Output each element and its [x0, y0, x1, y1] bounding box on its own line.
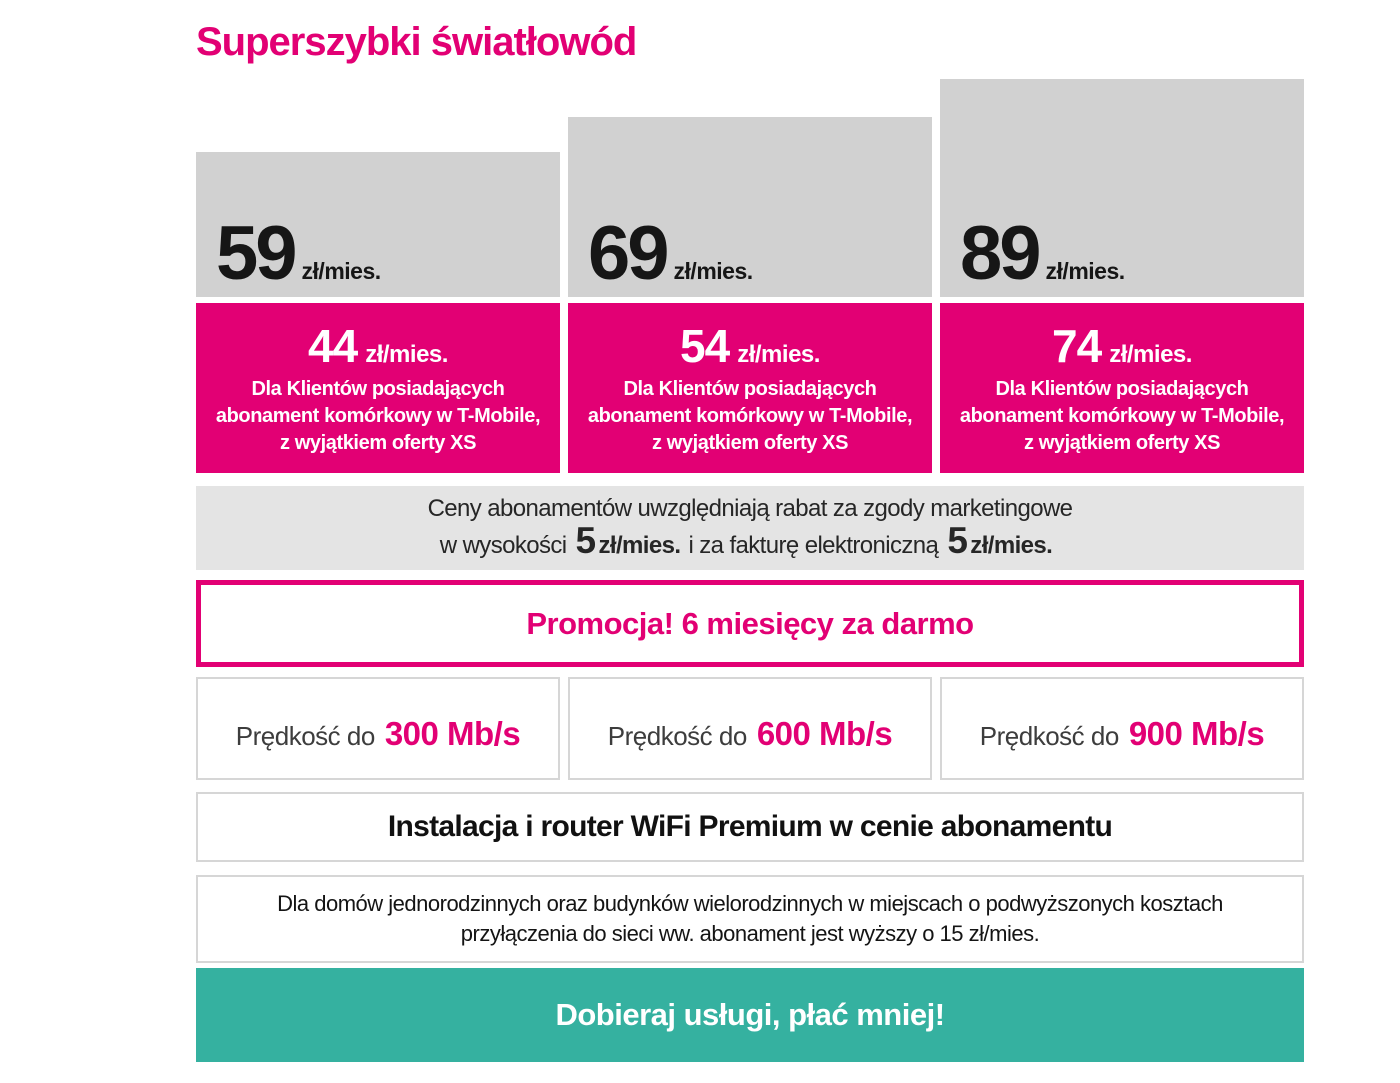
page-title: Superszybki światłowód: [196, 20, 637, 64]
bundle-cta-text: Dobieraj usługi, płać mniej!: [555, 997, 945, 1032]
promo-price-row: 44 zł/mies. Dla Klientów posiadających a…: [196, 303, 1304, 473]
plan-3-promo-price-card: 74 zł/mies. Dla Klientów posiadających a…: [940, 303, 1304, 473]
plan-1-promo-price-card: 44 zł/mies. Dla Klientów posiadających a…: [196, 303, 560, 473]
plan-3-standard-price: 89 zł/mies.: [960, 211, 1126, 296]
promo-banner-text: Promocja! 6 miesięcy za darmo: [526, 605, 974, 641]
plan-3-speed-box: Prędkość do 900 Mb/s: [940, 677, 1304, 780]
plan-1-speed-box: Prędkość do 300 Mb/s: [196, 677, 560, 780]
promo-banner: Promocja! 6 miesięcy za darmo: [196, 580, 1304, 667]
surcharge-note-box: Dla domów jednorodzinnych oraz budynków …: [196, 875, 1304, 963]
plan-2-conditions-line3: z wyjątkiem oferty XS: [651, 432, 849, 454]
plan-2-promo-price-card: 54 zł/mies. Dla Klientów posiadających a…: [568, 303, 932, 473]
speed-row: Prędkość do 300 Mb/s Prędkość do 600 Mb/…: [196, 677, 1304, 780]
plan-2-speed-label: Prędkość do: [607, 721, 748, 751]
plan-2-promo-price-unit: zł/mies.: [737, 341, 820, 368]
plan-3-conditions-line2: abonament komórkowy w T-Mobile,: [959, 405, 1285, 427]
plan-3-promo-conditions: Dla Klientów posiadających abonament kom…: [940, 376, 1304, 457]
discount-info-line2: w wysokości 5 zł/mies. i za fakturę elektro…: [439, 522, 1060, 563]
plan-2-conditions-line1: Dla Klientów posiadających: [623, 378, 877, 400]
plan-3-promo-price: 74 zł/mies.: [1052, 323, 1192, 369]
plan-1-standard-price-unit: zł/mies.: [301, 258, 382, 284]
plan-1-speed-label: Prędkość do: [235, 721, 376, 751]
plan-2-standard-price-unit: zł/mies.: [673, 258, 754, 284]
plan-1-standard-price-card: 59 zł/mies.: [196, 152, 560, 297]
bundle-cta-banner[interactable]: Dobieraj usługi, płać mniej!: [196, 968, 1304, 1062]
plan-2-standard-price-value: 69: [588, 211, 670, 296]
plan-3-promo-price-value: 74: [1052, 320, 1102, 372]
plan-1-standard-price: 59 zł/mies.: [216, 211, 382, 296]
plan-1-conditions-line2: abonament komórkowy w T-Mobile,: [215, 405, 541, 427]
plan-2-promo-conditions: Dla Klientów posiadających abonament kom…: [568, 376, 932, 457]
plan-3-speed-value: 900 Mb/s: [1128, 715, 1265, 752]
plan-2-speed-value: 600 Mb/s: [756, 715, 893, 752]
installation-banner-text: Instalacja i router WiFi Premium w cenie…: [387, 810, 1113, 843]
plan-1-conditions-line3: z wyjątkiem oferty XS: [279, 432, 477, 454]
discount-info-line1: Ceny abonamentów uwzględniają rabat za z…: [427, 494, 1073, 522]
plan-3-speed-label: Prędkość do: [979, 721, 1120, 751]
surcharge-note-line1: Dla domów jednorodzinnych oraz budynków …: [277, 891, 1223, 916]
plan-2-promo-price: 54 zł/mies.: [680, 323, 820, 369]
standard-price-row: 59 zł/mies. 69 zł/mies. 89 zł/mies.: [196, 79, 1304, 297]
discount-prefix: w wysokości: [439, 531, 567, 559]
plan-1-promo-price: 44 zł/mies.: [308, 323, 448, 369]
plan-2-standard-price-card: 69 zł/mies.: [568, 117, 932, 297]
offer-table: Superszybki światłowód 59 zł/mies. 69 zł…: [196, 0, 1304, 1083]
discount-unit-1: zł/mies.: [598, 531, 682, 559]
plan-3-standard-price-card: 89 zł/mies.: [940, 79, 1304, 297]
plan-2-conditions-line2: abonament komórkowy w T-Mobile,: [587, 405, 913, 427]
plan-3-promo-price-unit: zł/mies.: [1109, 341, 1192, 368]
plan-1-promo-price-unit: zł/mies.: [365, 341, 448, 368]
plan-1-promo-conditions: Dla Klientów posiadających abonament kom…: [196, 376, 560, 457]
discount-unit-2: zł/mies.: [970, 531, 1053, 559]
plan-3-standard-price-value: 89: [960, 211, 1042, 296]
plan-3-conditions-line3: z wyjątkiem oferty XS: [1023, 432, 1221, 454]
plan-1-conditions-line1: Dla Klientów posiadających: [251, 378, 505, 400]
surcharge-note-line2: przyłączenia do sieci ww. abonament jest…: [460, 921, 1040, 946]
discount-middle: i za fakturę elektroniczną: [688, 531, 939, 559]
discount-info-bar: Ceny abonamentów uwzględniają rabat za z…: [196, 486, 1304, 570]
plan-3-conditions-line1: Dla Klientów posiadających: [995, 378, 1249, 400]
plan-2-standard-price: 69 zł/mies.: [588, 211, 754, 296]
installation-banner: Instalacja i router WiFi Premium w cenie…: [196, 792, 1304, 862]
plan-2-speed-box: Prędkość do 600 Mb/s: [568, 677, 932, 780]
discount-amount-1: 5: [575, 519, 597, 561]
plan-1-promo-price-value: 44: [308, 320, 358, 372]
discount-amount-2: 5: [947, 519, 968, 561]
plan-3-standard-price-unit: zł/mies.: [1045, 258, 1126, 284]
plan-2-promo-price-value: 54: [680, 320, 730, 372]
plan-1-speed-value: 300 Mb/s: [384, 715, 521, 752]
plan-1-standard-price-value: 59: [216, 211, 298, 296]
